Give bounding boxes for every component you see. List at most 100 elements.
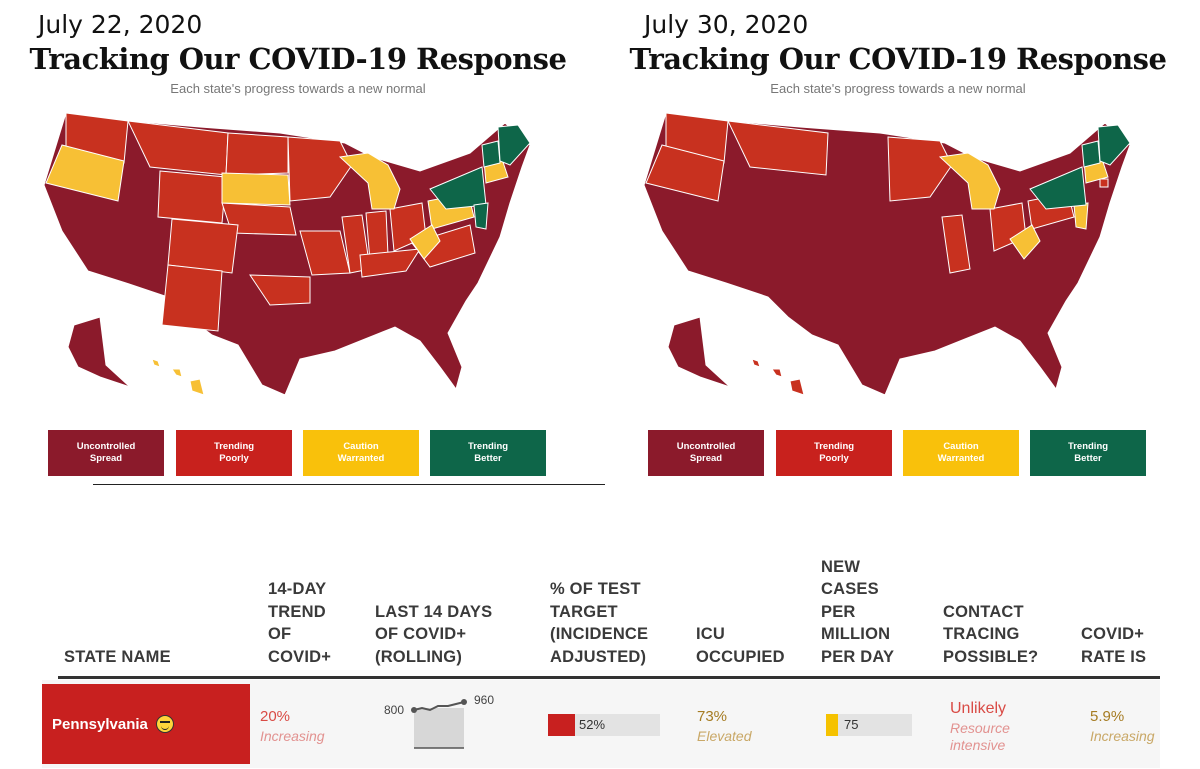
state-maine: [1097, 124, 1131, 166]
legend-label-line2: Poorly: [819, 453, 849, 464]
legend-caution-warranted: Caution Warranted: [903, 430, 1019, 476]
legend-label-line2: Warranted: [337, 453, 385, 464]
map-legend: Uncontrolled Spread Trending Poorly Cautio…: [46, 430, 546, 478]
col-header-icu: ICU OCCUPIED: [696, 540, 806, 668]
state-name-cell[interactable]: Pennsylvania: [42, 684, 250, 764]
panel-title: Tracking Our COVID-19 Response: [629, 42, 1167, 76]
panel-subtitle: Each state's progress towards a new norm…: [770, 81, 1026, 96]
col-header-state-name: STATE NAME: [64, 540, 244, 668]
state-west-virginia: [409, 224, 441, 260]
sparkline-start-label: 800: [384, 703, 404, 717]
rate-value: 5.9%: [1090, 708, 1125, 725]
col-header-trend: 14-DAY TREND OF COVID+: [268, 540, 368, 668]
icu-status: Elevated: [697, 728, 752, 744]
legend-label-line1: Trending: [813, 441, 855, 452]
sparkline-line: [413, 701, 465, 712]
header-line: % OF TEST: [550, 580, 641, 598]
legend-label-line1: Caution: [943, 441, 979, 452]
test-target-label: 52%: [579, 717, 606, 732]
legend-label-line1: Uncontrolled: [76, 441, 136, 452]
legend-label-line2: Spread: [89, 453, 123, 464]
sparkline-chart: 800 960: [384, 693, 494, 749]
sparkline-end-dot: [461, 699, 467, 705]
header-line: STATE NAME: [64, 647, 171, 666]
state-illinois: [941, 214, 971, 274]
legend-trending-better: Trending Better: [430, 430, 546, 476]
header-line: OF COVID+: [375, 625, 467, 643]
us-mainland: [643, 112, 1131, 396]
state-vermont-nh: [481, 140, 501, 168]
state-north-dakota: [225, 132, 289, 176]
state-minnesota: [887, 136, 953, 202]
state-alaska: [667, 316, 731, 388]
new-cases-fill: [826, 714, 838, 736]
state-wyoming: [157, 170, 227, 224]
header-line: OCCUPIED: [696, 647, 785, 666]
trend-status: Increasing: [260, 728, 325, 744]
panel-subtitle: Each state's progress towards a new norm…: [170, 81, 426, 96]
state-oregon: [645, 144, 725, 202]
panel-date: July 30, 2020: [644, 10, 809, 39]
header-line: CASES: [821, 580, 879, 598]
state-minnesota: [287, 136, 353, 202]
state-maine: [497, 124, 531, 166]
legend-trending-poorly: Trending Poorly: [776, 430, 892, 476]
icu-value: 73%: [697, 708, 728, 725]
table-row[interactable]: Pennsylvania 20% Increasing 800 960 52% …: [42, 680, 1160, 768]
legend-label-line1: Caution: [343, 441, 379, 452]
state-michigan: [938, 152, 1001, 210]
state-colorado: [167, 218, 239, 274]
legend-trending-poorly: Trending Poorly: [176, 430, 292, 476]
legend-label-line2: Spread: [689, 453, 723, 464]
header-line: 14-DAY: [268, 580, 327, 598]
legend-uncontrolled-spread: Uncontrolled Spread: [48, 430, 164, 476]
map-panel-july-22: July 22, 2020 Tracking Our COVID-19 Resp…: [0, 0, 600, 490]
legend-label-line2: Warranted: [937, 453, 985, 464]
header-line: TARGET: [550, 602, 618, 621]
map-panel-july-30: July 30, 2020 Tracking Our COVID-19 Resp…: [600, 0, 1200, 490]
header-line: COVID+: [268, 647, 332, 666]
col-header-test-target: % OF TEST TARGET (INCIDENCE ADJUSTED): [550, 540, 680, 668]
header-line: COVID+: [1081, 625, 1145, 643]
state-montana: [727, 120, 829, 176]
new-cases-label: 75: [844, 717, 859, 732]
header-line: (ROLLING): [375, 647, 463, 666]
us-state-map: [643, 112, 1131, 396]
state-new-mexico: [161, 264, 223, 332]
header-line: POSSIBLE?: [943, 647, 1039, 666]
state-new-jersey: [1073, 202, 1089, 230]
header-line: ADJUSTED): [550, 647, 647, 666]
grimacing-face-icon: [155, 715, 174, 733]
header-line: (INCIDENCE: [550, 625, 649, 643]
map-legend: Uncontrolled Spread Trending Poorly Cautio…: [646, 430, 1146, 478]
state-rhode-island: [1099, 178, 1109, 188]
test-target-bar: 52%: [548, 714, 660, 736]
sparkline-area: [414, 708, 464, 748]
state-new-york: [1029, 166, 1087, 210]
contact-tracing-value: Unlikely: [950, 700, 1007, 717]
legend-uncontrolled-spread: Uncontrolled Spread: [648, 430, 764, 476]
header-line: TREND: [268, 602, 326, 621]
legend-label-line2: Better: [474, 453, 502, 464]
header-line: TRACING: [943, 625, 1020, 643]
state-west-virginia: [1009, 224, 1041, 260]
panel-date: July 22, 2020: [38, 10, 203, 39]
state-kentucky: [359, 248, 421, 278]
header-line: PER: [821, 602, 856, 621]
legend-label-line1: Trending: [467, 441, 509, 452]
rate-status: Increasing: [1090, 728, 1155, 744]
new-cases-bar: 75: [826, 714, 912, 736]
state-hawaii: [751, 358, 805, 396]
panel-title: Tracking Our COVID-19 Response: [29, 42, 567, 76]
state-alaska: [67, 316, 131, 388]
state-metrics-table: STATE NAME 14-DAY TREND OF COVID+ LAST 1…: [42, 540, 1160, 769]
header-line: LAST 14 DAYS: [375, 602, 493, 621]
state-hawaii: [151, 358, 205, 396]
header-rule: [58, 676, 1160, 679]
panel-divider: [93, 484, 605, 485]
col-header-contact-tracing: CONTACT TRACING POSSIBLE?: [943, 540, 1063, 668]
state-name: Pennsylvania: [52, 715, 148, 733]
state-oregon: [45, 144, 125, 202]
contact-tracing-note-line1: Resource: [950, 720, 1010, 736]
sparkline-start-dot: [411, 707, 417, 713]
